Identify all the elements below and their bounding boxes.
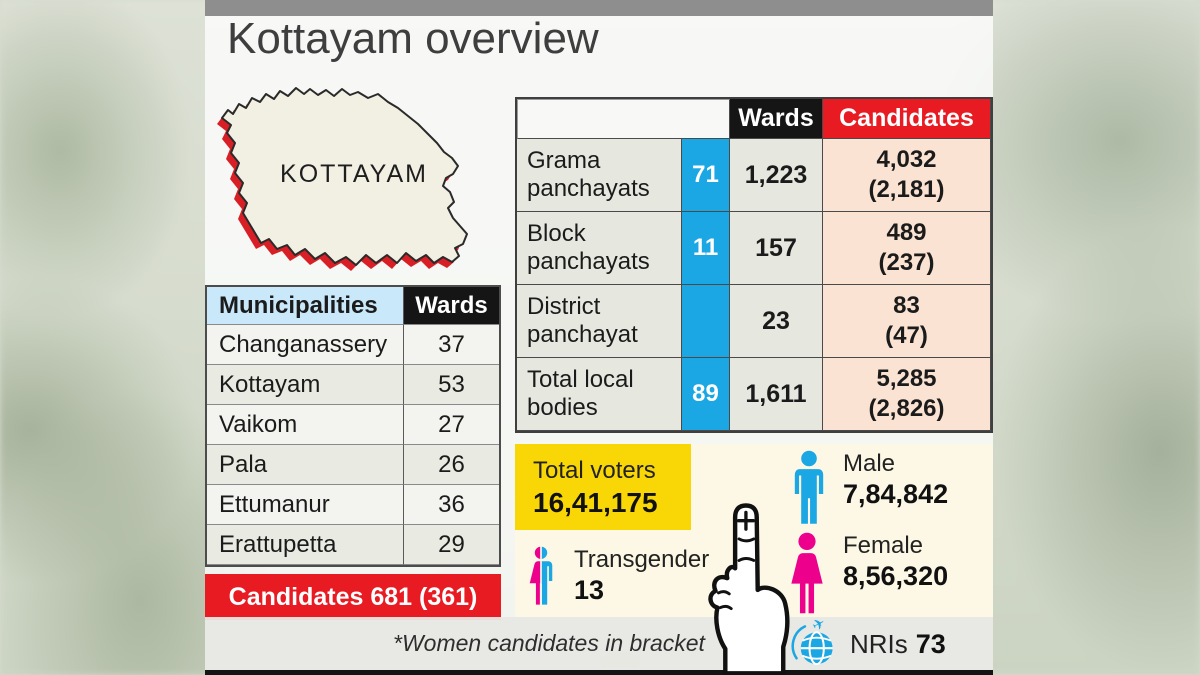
count-cell: 71: [682, 139, 730, 212]
footnote: *Women candidates in bracket: [393, 630, 705, 656]
transgender-label: Transgender: [574, 546, 710, 573]
total-voters-label: Total voters: [533, 457, 656, 484]
wards-cell: 1,611: [730, 358, 823, 431]
table-cell: 29: [404, 525, 499, 565]
candidates-cell: 83 (47): [823, 285, 991, 358]
table-row: Changanassery: [207, 325, 404, 365]
table-row: Grama panchayats: [517, 139, 682, 212]
candidates-total: 489: [886, 219, 927, 246]
total-voters-value: 16,41,175: [533, 487, 658, 518]
kottayam-map: KOTTAYAM: [217, 87, 468, 271]
table-row: Erattupetta: [207, 525, 404, 565]
candidates-women: (2,181): [868, 176, 945, 203]
table-cell: 27: [404, 405, 499, 445]
candidates-cell: 489 (237): [823, 212, 991, 285]
candidates-women: (47): [885, 322, 928, 349]
candidates-women: (237): [878, 249, 935, 276]
table-cell: 36: [404, 485, 499, 525]
municipalities-header: Municipalities: [207, 287, 404, 325]
municipalities-wards-header: Wards: [404, 287, 499, 325]
candidates-women: (2,826): [868, 395, 945, 422]
male-icon: [794, 450, 824, 524]
candidates-total: 4,032: [876, 146, 937, 173]
candidates-cell: 4,032 (2,181): [823, 139, 991, 212]
municipalities-table: Municipalities Wards Changanassery 37 Ko…: [205, 285, 501, 567]
inked-finger-hand-icon: [708, 503, 790, 675]
female-label: Female: [843, 532, 924, 559]
table-cell: 53: [404, 365, 499, 405]
table-cell: 37: [404, 325, 499, 365]
count-cell: [682, 285, 730, 358]
male-voters: Male 7,84,842: [787, 450, 948, 528]
map-district-shape: [221, 87, 468, 266]
table-row: Total local bodies: [517, 358, 682, 431]
female-value: 8,56,320: [843, 561, 949, 591]
count-cell: 11: [682, 212, 730, 285]
local-bodies-table: Wards Candidates Grama panchayats 71 1,2…: [515, 97, 993, 433]
table-cell: 26: [404, 445, 499, 485]
wards-cell: 157: [730, 212, 823, 285]
top-gray-bar: [205, 0, 993, 16]
bottom-rule: [205, 670, 993, 675]
table-row: Pala: [207, 445, 404, 485]
candidates-total: 5,285: [876, 365, 937, 392]
candidates-header: Candidates: [823, 99, 991, 139]
nri-voters: ✈ NRIs 73: [788, 618, 946, 670]
table-row: Block panchayats: [517, 212, 682, 285]
nri-label: NRIs: [850, 628, 908, 659]
table-row: District panchayat: [517, 285, 682, 358]
table-row: Kottayam: [207, 365, 404, 405]
female-icon: [791, 532, 823, 614]
candidates-total: 83: [893, 292, 920, 319]
total-voters-box: Total voters 16,41,175: [515, 444, 691, 530]
municipal-candidates-banner: Candidates 681 (361): [205, 574, 501, 620]
page-title: Kottayam overview: [227, 14, 599, 63]
wards-header: Wards: [730, 99, 823, 139]
transgender-value: 13: [574, 575, 605, 605]
transgender-icon: [529, 546, 553, 605]
wards-cell: 23: [730, 285, 823, 358]
table-row: Vaikom: [207, 405, 404, 445]
globe-nri-icon: ✈: [791, 618, 833, 666]
blank-header-cell: [517, 99, 730, 139]
count-cell: 89: [682, 358, 730, 431]
table-row: Ettumanur: [207, 485, 404, 525]
map-label: KOTTAYAM: [280, 160, 428, 188]
transgender-voters: Transgender 13: [520, 546, 709, 608]
nri-value: 73: [915, 628, 946, 659]
candidates-cell: 5,285 (2,826): [823, 358, 991, 431]
wards-cell: 1,223: [730, 139, 823, 212]
footnote-strip: *Women candidates in bracket ✈ NRIs 73: [205, 617, 993, 670]
male-value: 7,84,842: [843, 479, 949, 509]
male-label: Male: [843, 450, 896, 477]
female-voters: Female 8,56,320: [783, 532, 948, 618]
svg-text:✈: ✈: [809, 618, 829, 635]
